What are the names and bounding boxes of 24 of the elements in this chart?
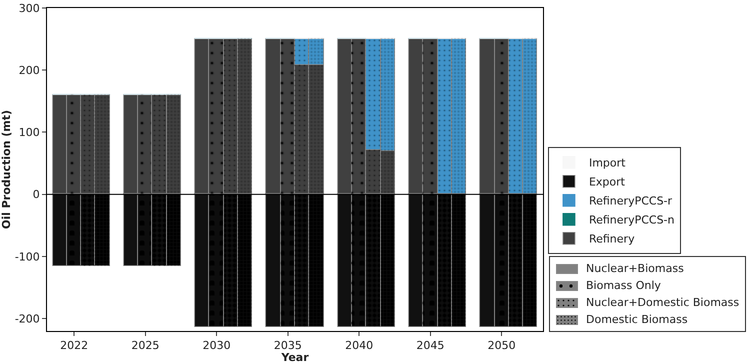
y-tick-label: 0 [32, 188, 40, 202]
y-tick-label: 300 [18, 2, 40, 15]
y-axis-title: Oil Production (mt) [0, 110, 13, 230]
y-tick-label: 200 [18, 64, 40, 77]
x-tick-label: 2035 [274, 339, 302, 352]
x-tick-label: 2040 [345, 339, 374, 352]
text: Nuclear+Biomass [586, 262, 684, 275]
y-tick-label: 100 [18, 126, 40, 140]
legend-label: Import [588, 156, 626, 170]
y-tick-label: -200 [14, 312, 40, 326]
x-tick-label: 2050 [488, 339, 516, 352]
x-axis-title: Year [280, 351, 310, 364]
legend-label: Refinery [588, 232, 636, 246]
x-tick-label: 2045 [416, 339, 444, 352]
legend-label: Export [588, 176, 626, 189]
x-tick-label: 2025 [131, 339, 160, 352]
legend-label: RefineryPCCS-n [588, 214, 675, 227]
text: Domestic Biomass [586, 313, 688, 326]
y-tick-label: -100 [14, 250, 40, 264]
x-tick-label: 2030 [202, 339, 231, 352]
text: Nuclear+Domestic Biomass [586, 296, 740, 309]
legend-label: RefineryPCCS-r [588, 194, 673, 208]
text: Biomass Only [586, 279, 661, 292]
x-tick-label: 2022 [60, 339, 88, 352]
